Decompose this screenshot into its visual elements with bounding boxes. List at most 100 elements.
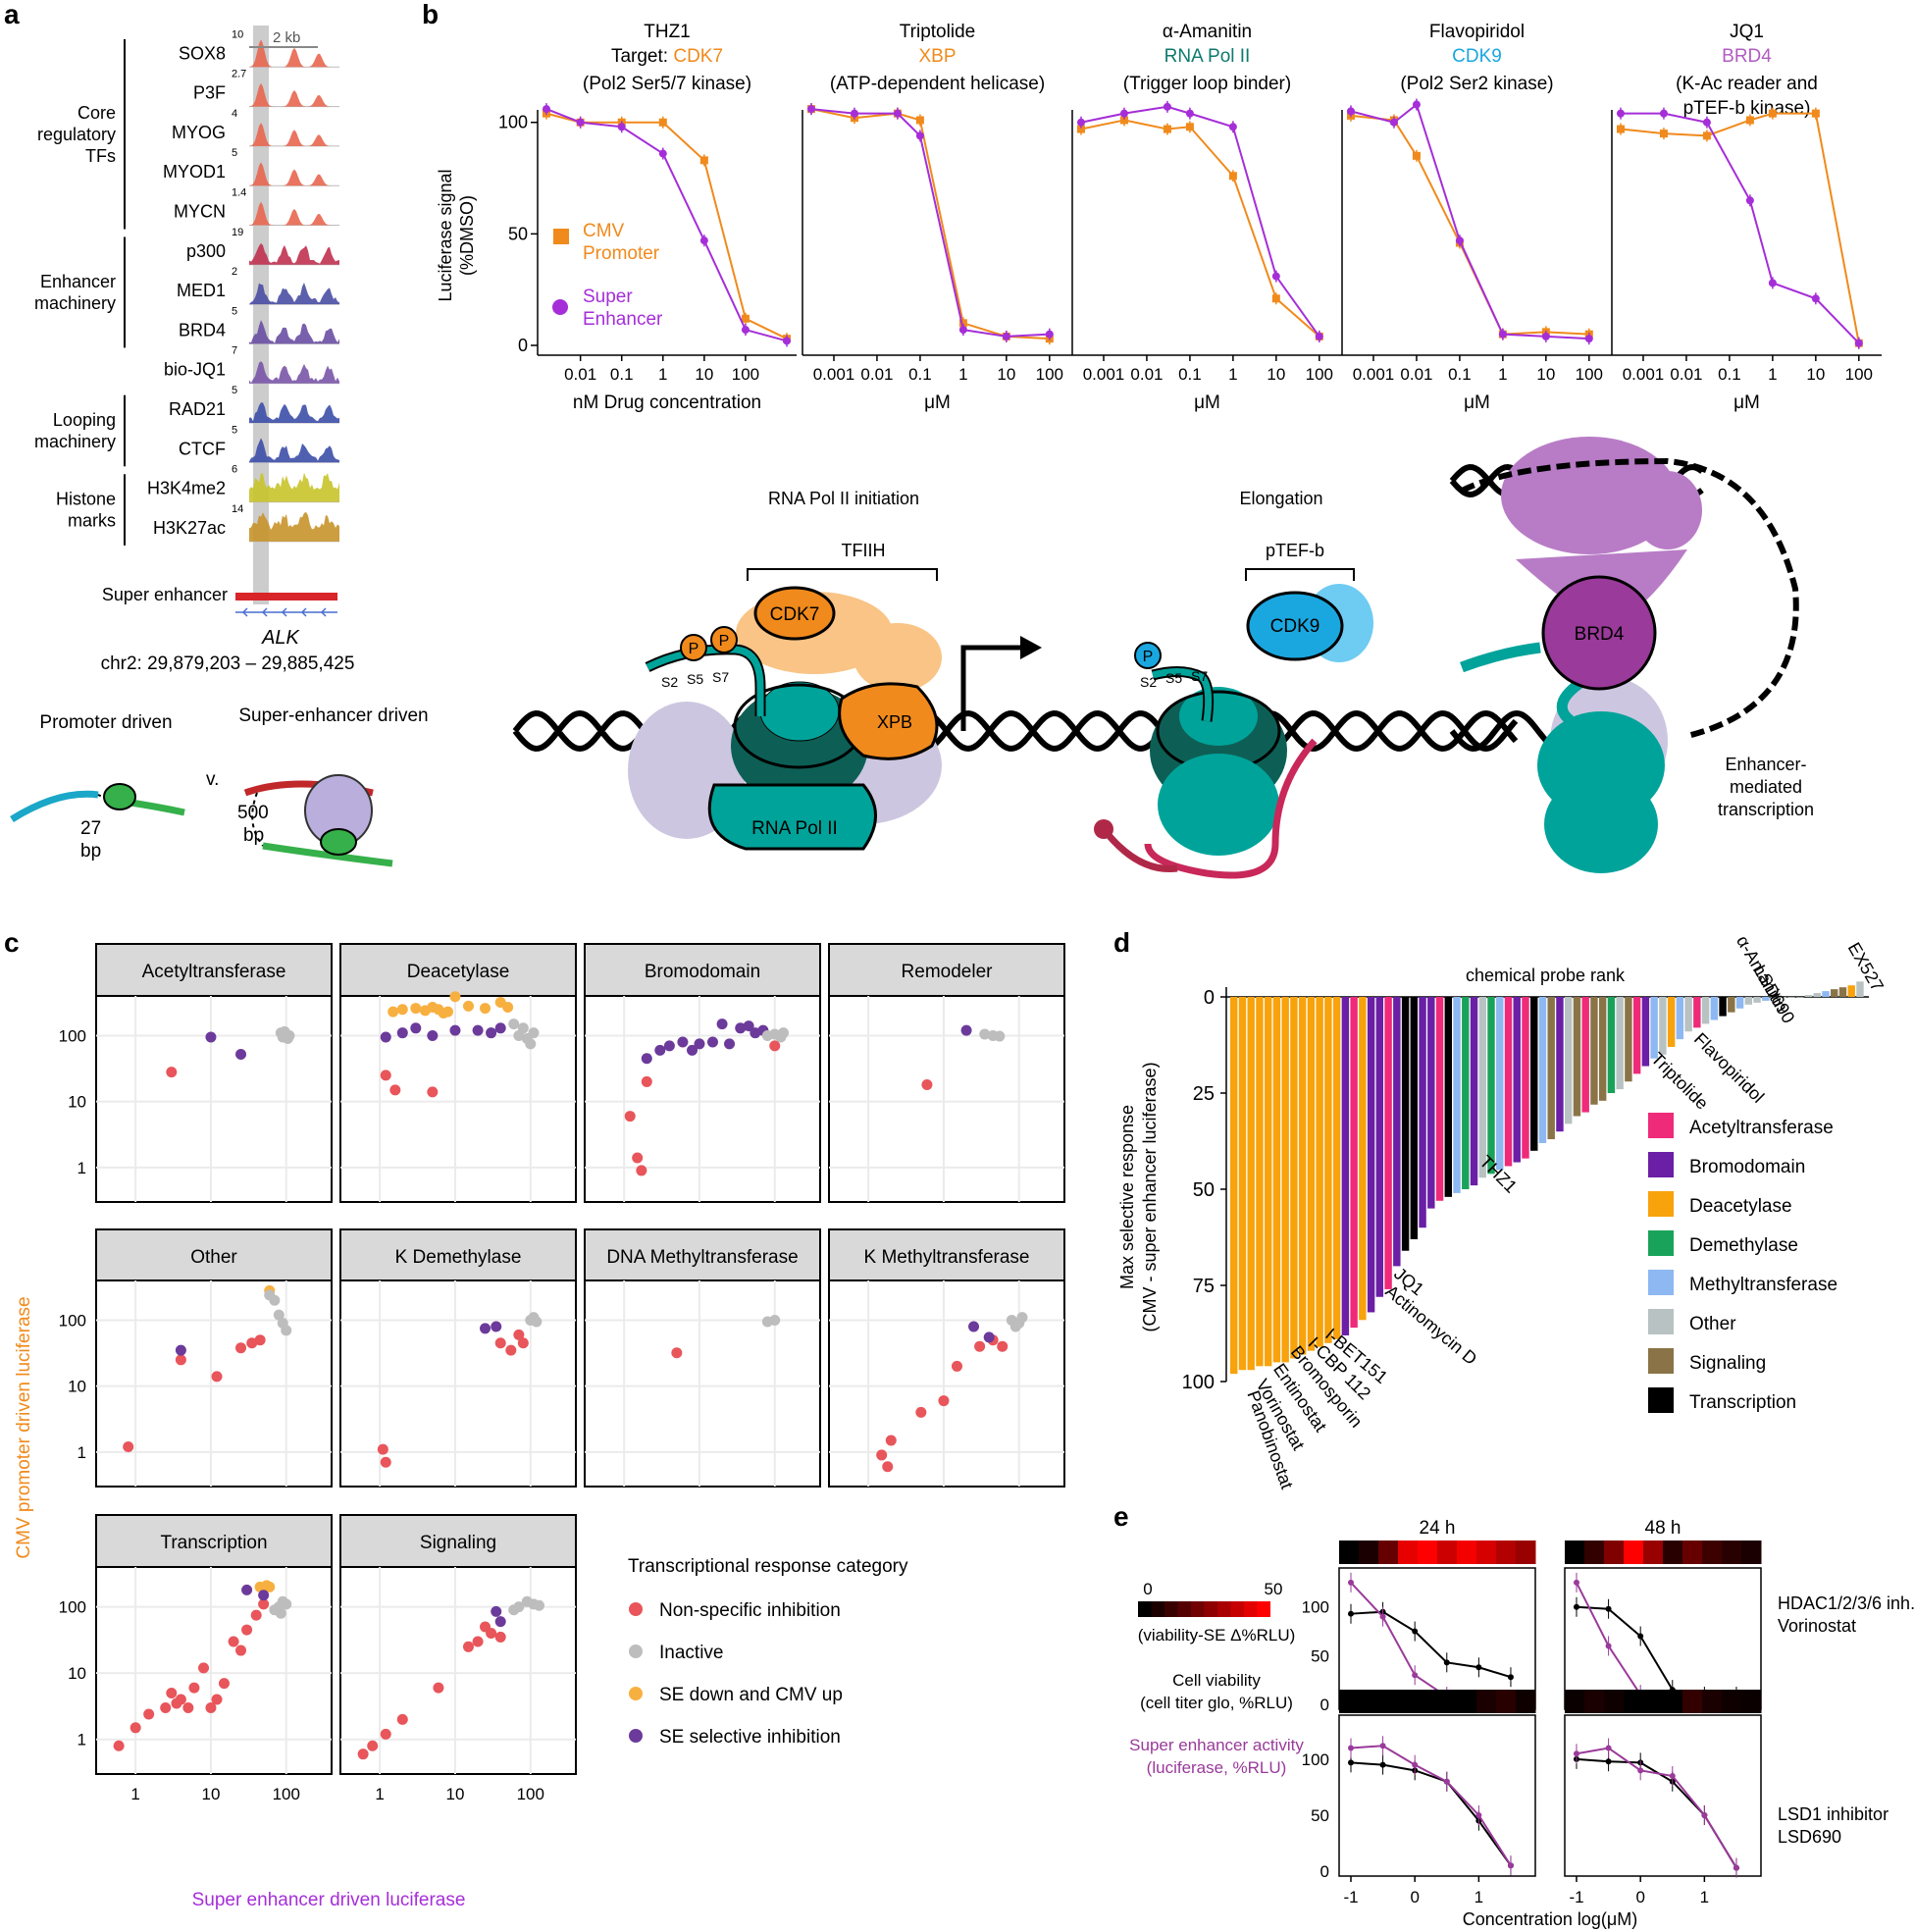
track-signal [249,39,339,68]
legend-label: Acetyltransferase [1689,1118,1834,1138]
scatter-point [211,1371,223,1383]
scatter-point [480,1003,491,1015]
scatter-point [188,1682,200,1694]
transcription-schematic: RNA Pol II initiation TFIIH Elongation p… [512,437,1814,879]
group-label-line: Histone [56,490,116,509]
bar [1307,997,1316,1351]
facet-k-demethylase: K Demethylase [339,1228,577,1488]
ptefb-label: pTEF-b [1266,541,1324,560]
bar [1504,997,1513,1167]
facet-title: Acetyltransferase [142,962,286,982]
facet-bromodomain: Bromodomain [584,943,821,1203]
scatter-point [694,1038,705,1050]
group-label-line: TFs [85,146,116,166]
panel-c-static: CMV promoter driven luciferase Super enh… [14,1296,908,1910]
scatter-point [449,1024,461,1036]
drug-target: Target: CDK7 [611,46,723,67]
data-point-se [893,109,902,118]
p-label-3: P [1143,649,1154,665]
facet-other: Other [95,1228,333,1488]
bp27-label: 27 [80,818,101,839]
data-point-se [741,326,750,335]
cdk9-label: CDK9 [1270,616,1320,637]
bar [1693,997,1701,1028]
bar [1625,997,1632,1082]
track-max: 2.7 [232,69,246,80]
scatter-point [462,1000,474,1012]
data-point-se [783,337,791,345]
bar [1831,989,1838,997]
scatter-point [641,1075,652,1087]
bar [1453,997,1461,1193]
data-point-se [658,149,667,158]
track-max: 5 [232,305,237,317]
e-ytick: 100 [1302,1750,1329,1769]
scatter-point [502,1001,514,1013]
scatter-point [876,1449,888,1461]
bar [1632,997,1641,1074]
bar [1735,997,1744,1009]
data-point-cmv [1163,125,1171,133]
x-axis-label: μM [1464,392,1490,413]
color-scale-cell [1151,1601,1164,1617]
bar [1710,997,1719,1020]
color-scale-cell [1244,1601,1258,1617]
legend-label: Demethylase [1689,1235,1798,1256]
data-point-se [576,118,585,127]
scatter-point [769,1314,781,1326]
color-scale-cell [1217,1601,1231,1617]
versus-label: v. [206,769,219,790]
series-line-se [810,108,1050,338]
data-point-se [1659,109,1668,118]
scatter-point [735,1022,747,1034]
e-ytick: 50 [1311,1646,1329,1665]
scatter-point [254,1334,266,1346]
scatter-point [505,1344,517,1356]
facet-title: Remodeler [902,962,994,982]
bar [1375,997,1384,1297]
heat-cell [1682,1540,1703,1564]
scatter-point [706,1036,718,1048]
bar [1787,997,1795,998]
track-name: CTCF [179,439,226,458]
track-signal [249,361,339,384]
x-tick-label: 10 [1806,365,1825,384]
track-signal [249,82,339,107]
x-axis-label: nM Drug concentration [573,392,761,413]
track-name: P3F [193,83,226,103]
data-point-cmv [1271,294,1280,303]
legend-label: Other [1689,1314,1736,1334]
x-tick-label: 10 [1536,365,1555,384]
bar [1462,997,1470,1189]
x-tick-label: 0.001 [813,365,855,384]
data-point-se [1076,118,1085,127]
legend-dot [629,1602,643,1616]
scatter-point [235,1049,247,1061]
scatter-point [938,1395,950,1407]
scatter-point [491,1605,502,1617]
xpb-label: XPB [877,712,912,732]
legend-label: Transcription [1689,1392,1796,1413]
legend-label: Bromodomain [1689,1157,1805,1177]
facet-header [339,943,577,997]
legend-dot [629,1687,643,1700]
c-xtick: 10 [445,1785,464,1803]
data-point-se [1811,294,1820,303]
e-xtick: 0 [1635,1888,1644,1906]
scatter-point [235,1342,247,1354]
c-ytick: 1 [78,1159,86,1177]
cdk7-label: CDK7 [770,604,820,625]
heat-cell [1339,1540,1360,1564]
track-name: H3K4me2 [147,479,226,498]
color-scale-cell [1164,1601,1178,1617]
group-label-line: marks [68,511,116,531]
e-ytick: 0 [1320,1862,1329,1881]
s5-label-2: S5 [1165,670,1182,686]
legend-swatch [1648,1309,1674,1334]
legend-label: SE down and CMV up [659,1685,843,1705]
drug-target: CDK9 [1452,46,1502,67]
e-row-label: LSD1 inhibitor [1778,1804,1888,1824]
scatter-point [211,1694,223,1705]
bp500-unit: bp [243,825,264,846]
